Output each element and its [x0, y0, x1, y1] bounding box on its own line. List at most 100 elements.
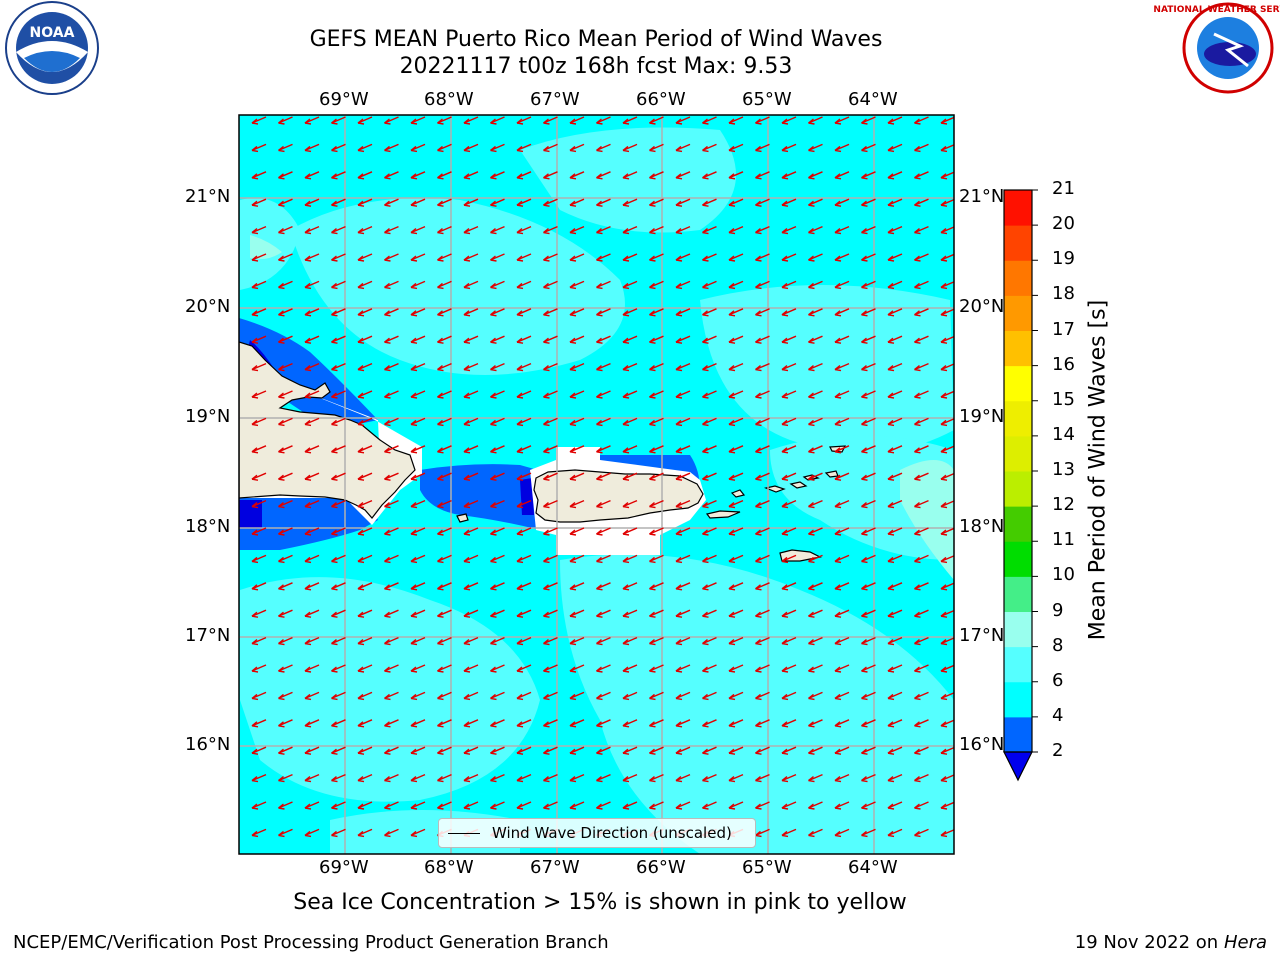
- sea-ice-caption-text: Sea Ice Concentration > 15% is shown in …: [293, 890, 907, 915]
- wave-direction-arrow: [596, 335, 611, 344]
- wave-direction-arrow: [569, 582, 585, 591]
- wave-direction-arrow: [543, 390, 558, 399]
- wave-direction-arrow: [914, 225, 929, 235]
- wave-direction-arrow: [516, 390, 532, 399]
- wave-direction-arrow: [490, 116, 505, 125]
- colorbar-segment: [1004, 365, 1032, 402]
- wave-direction-arrow: [834, 335, 850, 344]
- wave-direction-arrow: [543, 719, 558, 728]
- wave-direction-arrow: [251, 582, 267, 591]
- wave-direction-arrow: [649, 445, 664, 454]
- wave-direction-arrow: [675, 308, 691, 317]
- wave-direction-arrow: [490, 582, 505, 591]
- wave-direction-arrow: [755, 445, 770, 454]
- wave-direction-arrow: [702, 719, 717, 728]
- wave-direction-arrow: [357, 390, 373, 399]
- wave-direction-arrow: [675, 335, 691, 344]
- wave-direction-arrow: [410, 171, 426, 180]
- colorbar-tick-label: 17: [1052, 318, 1075, 340]
- wave-direction-arrow: [251, 335, 267, 344]
- wave-direction-arrow: [781, 280, 797, 290]
- lat-tick-left: 16°N: [185, 734, 231, 755]
- wave-direction-arrow: [622, 280, 638, 290]
- wave-direction-arrow: [463, 390, 479, 399]
- colorbar-tick-label: 11: [1052, 529, 1075, 551]
- wave-direction-arrow: [384, 335, 399, 344]
- wave-direction-arrow: [516, 198, 532, 207]
- wave-direction-arrow: [940, 308, 954, 317]
- lat-tick-left: 20°N: [185, 296, 231, 317]
- wave-direction-arrow: [410, 554, 426, 564]
- wave-direction-arrow: [251, 417, 267, 427]
- wave-direction-arrow: [463, 116, 479, 125]
- wave-direction-arrow: [251, 691, 267, 701]
- wave-direction-arrow: [331, 773, 346, 783]
- wave-direction-arrow: [596, 198, 611, 207]
- wave-direction-arrow: [251, 143, 267, 153]
- wave-direction-arrow: [649, 664, 664, 673]
- wave-direction-arrow: [357, 445, 373, 454]
- wave-direction-arrow: [304, 335, 320, 344]
- wave-direction-arrow: [410, 773, 426, 783]
- wave-direction-arrow: [437, 582, 452, 591]
- wave-direction-arrow: [331, 664, 346, 673]
- wave-direction-arrow: [914, 445, 929, 454]
- wave-direction-arrow: [543, 691, 558, 701]
- wave-direction-arrow: [887, 198, 903, 207]
- wave-direction-arrow: [940, 527, 954, 536]
- wave-direction-arrow: [861, 198, 876, 207]
- wave-direction-arrow: [490, 198, 505, 207]
- wind-wave-direction-arrows: [251, 116, 954, 838]
- wave-direction-arrow: [834, 582, 850, 591]
- wave-direction-arrow: [410, 225, 426, 235]
- wave-direction-arrow: [437, 143, 452, 153]
- wave-direction-arrow: [543, 225, 558, 235]
- lat-tick-right: 17°N: [959, 625, 1005, 646]
- wave-direction-arrow: [596, 171, 611, 180]
- wave-direction-arrow: [755, 417, 770, 427]
- wave-direction-arrow: [543, 445, 558, 454]
- wave-direction-arrow: [516, 527, 532, 536]
- wave-direction-arrow: [596, 472, 611, 481]
- map-subtitle: 20221117 t00z 168h fcst Max: 9.53: [399, 54, 793, 79]
- wave-direction-arrow: [861, 773, 876, 783]
- wave-direction-arrow: [940, 390, 954, 399]
- wave-direction-arrow: [728, 335, 744, 344]
- wave-direction-arrow: [834, 609, 850, 618]
- wave-direction-arrow: [887, 253, 903, 262]
- wave-direction-arrow: [834, 225, 850, 235]
- wave-direction-arrow: [278, 609, 293, 618]
- wave-direction-arrow: [728, 171, 744, 180]
- wave-direction-arrow: [728, 116, 744, 125]
- wave-direction-arrow: [728, 308, 744, 317]
- wave-direction-arrow: [755, 499, 770, 509]
- wave-direction-arrow: [304, 171, 320, 180]
- wave-direction-arrow: [781, 499, 797, 509]
- wave-direction-arrow: [543, 773, 558, 783]
- wave-direction-arrow: [649, 582, 664, 591]
- wave-direction-arrow: [410, 362, 426, 372]
- wave-direction-arrow: [278, 719, 293, 728]
- wave-direction-arrow: [914, 609, 929, 618]
- wave-direction-arrow: [940, 116, 954, 125]
- wave-direction-arrow: [834, 362, 850, 372]
- wave-direction-arrow: [808, 390, 823, 399]
- wave-direction-arrow: [331, 582, 346, 591]
- wave-direction-arrow: [861, 445, 876, 454]
- wave-direction-arrow: [384, 499, 399, 509]
- map-title: GEFS MEAN Puerto Rico Mean Period of Win…: [309, 27, 883, 52]
- wave-direction-arrow: [596, 582, 611, 591]
- wave-direction-arrow: [940, 144, 954, 153]
- wave-direction-arrow: [410, 746, 426, 755]
- wave-direction-arrow: [887, 171, 903, 180]
- wave-direction-arrow: [437, 308, 452, 317]
- mona-island: [456, 513, 469, 523]
- wave-direction-arrow: [410, 582, 426, 591]
- lat-tick-right: 19°N: [959, 406, 1005, 427]
- wave-direction-arrow: [675, 417, 691, 427]
- wave-direction-arrow: [622, 691, 638, 701]
- wave-direction-arrow: [331, 198, 346, 207]
- wave-direction-arrow: [861, 499, 876, 509]
- wave-direction-arrow: [490, 308, 505, 317]
- wave-direction-arrow: [649, 773, 664, 783]
